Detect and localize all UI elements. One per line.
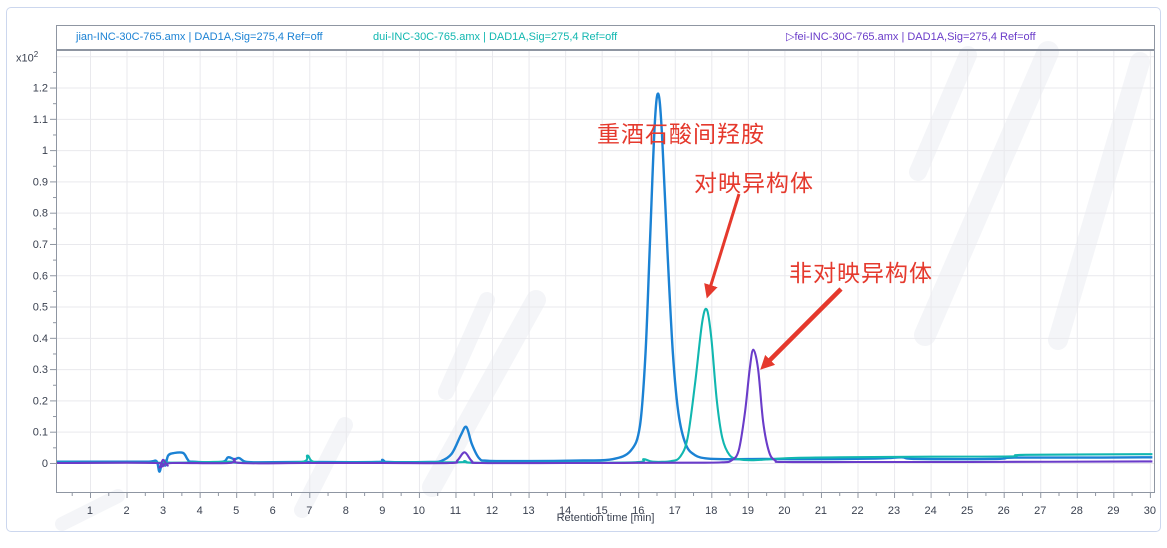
svg-text:14: 14 xyxy=(559,505,571,517)
svg-text:26: 26 xyxy=(998,505,1010,517)
legend-entry-label: jian-INC-30C-765.amx | DAD1A,Sig=275,4 R… xyxy=(76,31,323,43)
svg-text:0: 0 xyxy=(42,458,48,470)
svg-text:12: 12 xyxy=(486,505,498,517)
svg-text:0.8: 0.8 xyxy=(33,208,48,220)
svg-text:30: 30 xyxy=(1144,505,1156,517)
legend-entry-1[interactable]: jian-INC-30C-765.amx | DAD1A,Sig=275,4 R… xyxy=(76,26,323,49)
annotation-arrow-2[interactable] xyxy=(760,287,843,370)
svg-text:1: 1 xyxy=(87,505,93,517)
svg-text:0.5: 0.5 xyxy=(33,302,48,314)
svg-text:4: 4 xyxy=(197,505,203,517)
svg-text:0.1: 0.1 xyxy=(33,427,48,439)
svg-text:29: 29 xyxy=(1107,505,1119,517)
axis-tick-labels: 1 2 3 4 5 6 7 8 9 10 11 12 13 14 15 16 17 18 19 20 21 22 23 24 2… xyxy=(33,83,1156,517)
y-axis-multiplier: x102 xyxy=(16,50,39,65)
x-axis-title: Retention time [min] xyxy=(556,512,655,524)
legend-entry-2[interactable]: dui-INC-30C-765.amx | DAD1A,Sig=275,4 Re… xyxy=(373,26,617,49)
annotation-arrow-1[interactable] xyxy=(704,193,741,299)
svg-text:7: 7 xyxy=(306,505,312,517)
svg-text:5: 5 xyxy=(233,505,239,517)
selected-signal-marker-icon: ▷ xyxy=(786,31,795,43)
svg-text:0.4: 0.4 xyxy=(33,333,48,345)
watermark xyxy=(55,41,1150,531)
peak-annotation-enantiomer[interactable]: 对映异构体 xyxy=(694,170,814,196)
legend-entry-3[interactable]: ▷fei-INC-30C-765.amx | DAD1A,Sig=275,4 R… xyxy=(786,26,1036,49)
legend-entry-label: fei-INC-30C-765.amx | DAD1A,Sig=275,4 Re… xyxy=(794,31,1036,43)
svg-text:2: 2 xyxy=(123,505,129,517)
svg-text:6: 6 xyxy=(270,505,276,517)
svg-text:0.9: 0.9 xyxy=(33,176,48,188)
svg-text:0.7: 0.7 xyxy=(33,239,48,251)
legend-entry-label: dui-INC-30C-765.amx | DAD1A,Sig=275,4 Re… xyxy=(373,31,618,43)
svg-text:24: 24 xyxy=(924,505,936,517)
signal-legend-bar: jian-INC-30C-765.amx | DAD1A,Sig=275,4 R… xyxy=(56,25,1155,50)
svg-text:1.1: 1.1 xyxy=(33,114,48,126)
svg-text:8: 8 xyxy=(343,505,349,517)
svg-text:1: 1 xyxy=(42,145,48,157)
annotation-arrows[interactable] xyxy=(704,193,843,370)
svg-text:22: 22 xyxy=(851,505,863,517)
plot-grid xyxy=(56,50,1155,493)
svg-text:0.6: 0.6 xyxy=(33,270,48,282)
svg-text:20: 20 xyxy=(778,505,790,517)
svg-text:13: 13 xyxy=(522,505,534,517)
svg-text:0.2: 0.2 xyxy=(33,395,48,407)
peak-annotation-main-compound[interactable]: 重酒石酸间羟胺 xyxy=(597,121,765,147)
svg-text:28: 28 xyxy=(1071,505,1083,517)
svg-text:27: 27 xyxy=(1034,505,1046,517)
trace-fei-INC-30C-765.amx[interactable] xyxy=(56,348,1153,469)
svg-text:23: 23 xyxy=(888,505,900,517)
chart-panel xyxy=(6,7,1161,532)
svg-text:17: 17 xyxy=(669,505,681,517)
plot-border xyxy=(56,50,1155,493)
svg-text:0.3: 0.3 xyxy=(33,364,48,376)
svg-text:19: 19 xyxy=(742,505,754,517)
peak-annotation-diastereomer[interactable]: 非对映异构体 xyxy=(789,260,933,286)
trace-dui-INC-30C-765.amx[interactable] xyxy=(56,307,1153,467)
signal-traces[interactable] xyxy=(56,92,1153,473)
svg-text:10: 10 xyxy=(413,505,425,517)
axis-ticks xyxy=(50,71,1151,498)
svg-text:3: 3 xyxy=(160,505,166,517)
svg-text:25: 25 xyxy=(961,505,973,517)
svg-text:9: 9 xyxy=(379,505,385,517)
svg-text:11: 11 xyxy=(450,505,461,517)
svg-text:18: 18 xyxy=(705,505,717,517)
svg-text:21: 21 xyxy=(815,505,827,517)
trace-jian-INC-30C-765.amx[interactable] xyxy=(56,92,1153,473)
svg-text:16: 16 xyxy=(632,505,644,517)
svg-text:15: 15 xyxy=(596,505,608,517)
svg-text:1.2: 1.2 xyxy=(33,83,48,95)
